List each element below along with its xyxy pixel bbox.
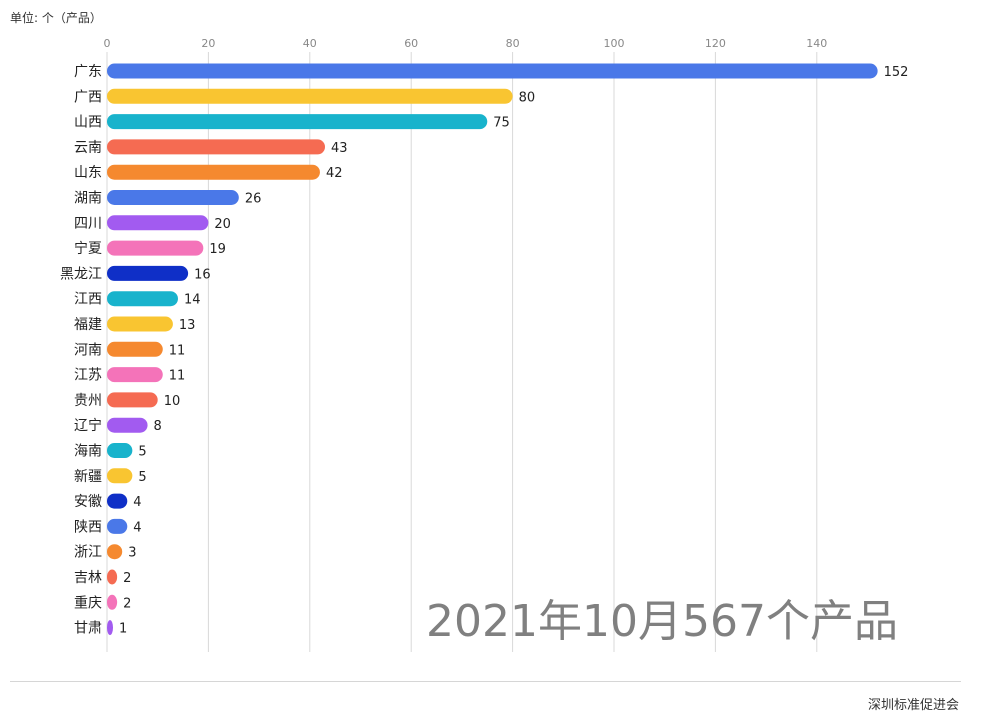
- bar: [107, 493, 128, 509]
- category-label: 湖南: [74, 191, 102, 207]
- value-label: 4: [133, 495, 141, 510]
- value-label: 11: [169, 343, 186, 358]
- category-label: 山西: [74, 115, 102, 131]
- bar: [107, 291, 178, 307]
- category-label: 贵州: [74, 393, 102, 409]
- category-label: 广西: [74, 89, 102, 105]
- value-label: 14: [184, 293, 201, 308]
- x-tick-label: 60: [404, 37, 418, 50]
- bar: [107, 518, 128, 534]
- category-labels: 广东广西山西云南山东湖南四川宁夏黑龙江江西福建河南江苏贵州辽宁海南新疆安徽陕西浙…: [60, 64, 102, 637]
- bar: [107, 215, 209, 231]
- value-label: 1: [119, 622, 127, 637]
- category-label: 重庆: [74, 595, 102, 611]
- unit-label: 单位: 个（产品）: [10, 11, 102, 25]
- bar: [107, 316, 173, 332]
- bar: [107, 544, 123, 560]
- value-label: 5: [138, 445, 146, 460]
- bar: [107, 468, 133, 484]
- category-label: 吉林: [74, 570, 102, 586]
- x-tick-label: 80: [506, 37, 520, 50]
- bar: [107, 417, 148, 433]
- category-label: 河南: [74, 342, 102, 358]
- value-label: 152: [884, 65, 909, 80]
- category-label: 江西: [74, 292, 102, 308]
- bar: [107, 139, 326, 155]
- category-label: 广东: [74, 64, 102, 80]
- value-label: 11: [169, 369, 186, 384]
- category-label: 山东: [74, 165, 102, 181]
- bars: [107, 63, 878, 636]
- category-label: 黑龙江: [60, 266, 102, 282]
- footer-organization: 深圳标准促进会: [867, 698, 959, 713]
- category-label: 浙江: [74, 545, 102, 561]
- bar: [107, 190, 239, 205]
- gridlines: [106, 52, 818, 652]
- category-label: 云南: [74, 140, 102, 156]
- bar: [107, 341, 163, 357]
- value-label: 4: [133, 520, 141, 535]
- value-label: 75: [493, 116, 510, 131]
- value-label: 80: [519, 90, 536, 105]
- bar: [107, 620, 113, 636]
- category-label: 四川: [74, 216, 102, 232]
- category-label: 辽宁: [74, 417, 102, 434]
- value-label: 42: [326, 166, 343, 181]
- category-label: 安徽: [74, 494, 102, 510]
- value-label: 43: [331, 141, 348, 156]
- category-label: 福建: [74, 317, 102, 333]
- bar: [107, 594, 118, 610]
- bar: [107, 367, 163, 383]
- category-label: 海南: [74, 444, 102, 460]
- x-tick-label: 140: [806, 37, 827, 50]
- x-tick-label: 40: [303, 37, 317, 50]
- value-label: 5: [138, 470, 146, 485]
- value-label: 26: [245, 192, 262, 207]
- value-label: 2: [123, 596, 131, 611]
- category-label: 宁夏: [74, 240, 102, 257]
- value-label: 19: [209, 242, 226, 257]
- value-label: 10: [164, 394, 181, 409]
- category-label: 新疆: [74, 469, 102, 485]
- bar: [107, 265, 189, 281]
- footer-divider: [10, 681, 961, 682]
- bar-chart: 0 20 40 60 80 100 120 140 广东广西山西云南山东湖南四川宁夏黑龙江江西…: [60, 37, 908, 652]
- value-label: 20: [214, 217, 231, 232]
- bar: [107, 240, 204, 256]
- bar: [107, 88, 513, 104]
- category-label: 甘肃: [74, 621, 102, 637]
- bar: [107, 392, 158, 408]
- x-axis-ticks: 0 20 40 60 80 100 120 140: [104, 37, 828, 50]
- category-label: 江苏: [74, 368, 102, 384]
- bar: [107, 569, 118, 585]
- category-label: 陕西: [74, 519, 102, 535]
- value-label: 2: [123, 571, 131, 586]
- value-label: 3: [128, 546, 136, 561]
- x-tick-label: 0: [104, 37, 111, 50]
- bar: [107, 63, 878, 79]
- bar: [107, 114, 488, 130]
- bar: [107, 443, 133, 458]
- value-label: 8: [154, 419, 162, 434]
- x-tick-label: 100: [604, 37, 625, 50]
- value-label: 13: [179, 318, 196, 333]
- period-summary-title: 2021年10月567个产品: [426, 596, 898, 647]
- bar: [107, 164, 320, 180]
- x-tick-label: 120: [705, 37, 726, 50]
- x-tick-label: 20: [201, 37, 215, 50]
- value-label: 16: [194, 267, 211, 282]
